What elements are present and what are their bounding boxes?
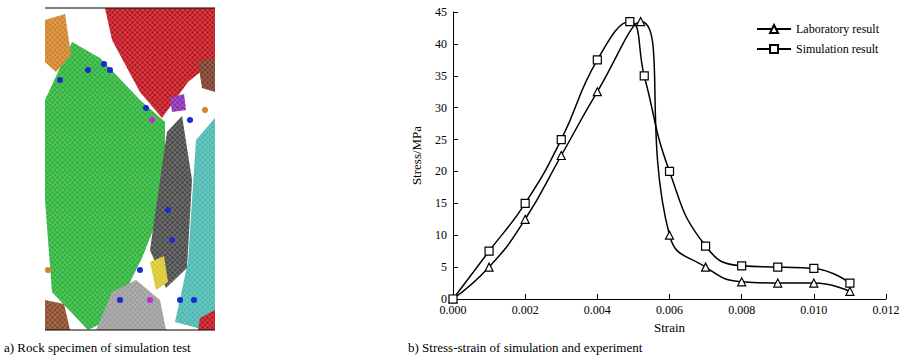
svg-text:0.008: 0.008 (728, 303, 755, 317)
svg-text:5: 5 (441, 260, 447, 274)
svg-text:0.000: 0.000 (440, 303, 467, 317)
svg-text:Stress/MPa: Stress/MPa (409, 126, 424, 185)
svg-text:35: 35 (435, 69, 447, 83)
svg-text:0.002: 0.002 (512, 303, 539, 317)
svg-text:30: 30 (435, 101, 447, 115)
svg-text:25: 25 (435, 133, 447, 147)
svg-text:b) Stress-strain of simulation: b) Stress-strain of simulation and exper… (408, 340, 643, 355)
svg-text:0.012: 0.012 (873, 303, 900, 317)
svg-text:0.006: 0.006 (656, 303, 683, 317)
svg-text:0: 0 (441, 292, 447, 306)
svg-text:0.010: 0.010 (800, 303, 827, 317)
svg-text:15: 15 (435, 196, 447, 210)
svg-text:Strain: Strain (654, 320, 686, 335)
svg-text:Laboratory result: Laboratory result (796, 22, 880, 36)
svg-text:40: 40 (435, 37, 447, 51)
svg-text:10: 10 (435, 228, 447, 242)
svg-text:20: 20 (435, 164, 447, 178)
svg-text:45: 45 (435, 5, 447, 19)
svg-text:a) Rock specimen of simulation: a) Rock specimen of simulation test (4, 340, 191, 355)
svg-text:Simulation result: Simulation result (796, 42, 879, 56)
svg-text:0.004: 0.004 (584, 303, 611, 317)
